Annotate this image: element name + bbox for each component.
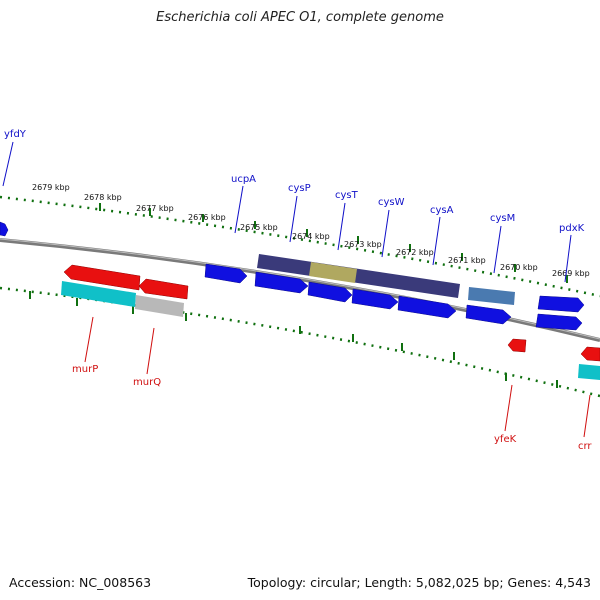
kbp-label: 2674 kbp [292,232,330,241]
label-murP: murP [72,364,98,375]
cysM-steelblue-bar [468,287,515,305]
kbp-label: 2679 kbp [32,183,70,192]
gene-crr[interactable] [580,346,600,362]
topology-text: Topology: circular; Length: 5,082,025 bp… [247,575,591,590]
kbp-label: 2677 kbp [136,204,174,213]
genome-backbone-highlight [0,238,600,340]
murQ-gray-bar [135,295,184,317]
leader-cysP [289,195,298,243]
gene-cysW[interactable] [351,288,399,310]
label-pdxK: pdxK [559,223,585,234]
label-cysT: cysT [335,190,359,201]
label-murQ: murQ [133,377,161,388]
leader-cysT [337,202,346,251]
leader-yfeK [504,384,513,432]
kbp-label: 2673 kbp [344,240,382,249]
gene-murQ[interactable] [138,278,189,300]
leader-crr [583,394,591,438]
leader-murQ [146,327,155,375]
leader-pdxK [564,234,572,283]
leader-cysM [493,225,502,274]
leader-ucpA [234,185,244,234]
label-ucpA: ucpA [231,174,256,185]
kbp-label: 2678 kbp [84,193,122,202]
label-yfdY: yfdY [4,129,27,140]
lower-ruler [0,286,600,398]
kbp-label: 2670 kbp [500,263,538,272]
kbp-label: 2676 kbp [188,213,226,222]
murP-cyan-bar [61,281,136,307]
gene-left-edge[interactable] [0,221,9,237]
gene-cysA[interactable] [397,295,457,319]
gene-cysM[interactable] [465,304,512,325]
label-cysP: cysP [288,183,311,194]
gene-cysT[interactable] [307,281,353,303]
kbp-label: 2671 kbp [448,256,486,265]
gene-ucpA[interactable] [204,263,248,284]
genome-title: Escherichia coli APEC O1, complete genom… [156,10,444,25]
gene-pdxK-a[interactable] [537,295,585,313]
gene-cysP[interactable] [254,271,309,294]
accession-text: Accession: NC_008563 [9,575,152,590]
operon-dark-bar [257,254,460,298]
label-cysA: cysA [430,205,454,216]
crr-cyan-bar [578,364,600,380]
upper-ruler [0,195,600,298]
gene-murP[interactable] [63,264,141,291]
leader-cysA [432,216,441,266]
label-cysM: cysM [490,213,515,224]
label-yfeK: yfeK [494,434,517,445]
kbp-label: 2672 kbp [396,248,434,257]
label-crr: crr [578,441,592,452]
gene-yfeK[interactable] [507,338,527,353]
operon-tan-segment [309,262,357,283]
leader-murP [84,316,94,363]
leader-cysW [381,209,390,258]
gene-pdxK-b[interactable] [535,313,583,331]
kbp-label: 2675 kbp [240,223,278,232]
kbp-label: 2669 kbp [552,269,590,278]
leader-yfdY [2,141,14,187]
label-cysW: cysW [378,197,405,208]
